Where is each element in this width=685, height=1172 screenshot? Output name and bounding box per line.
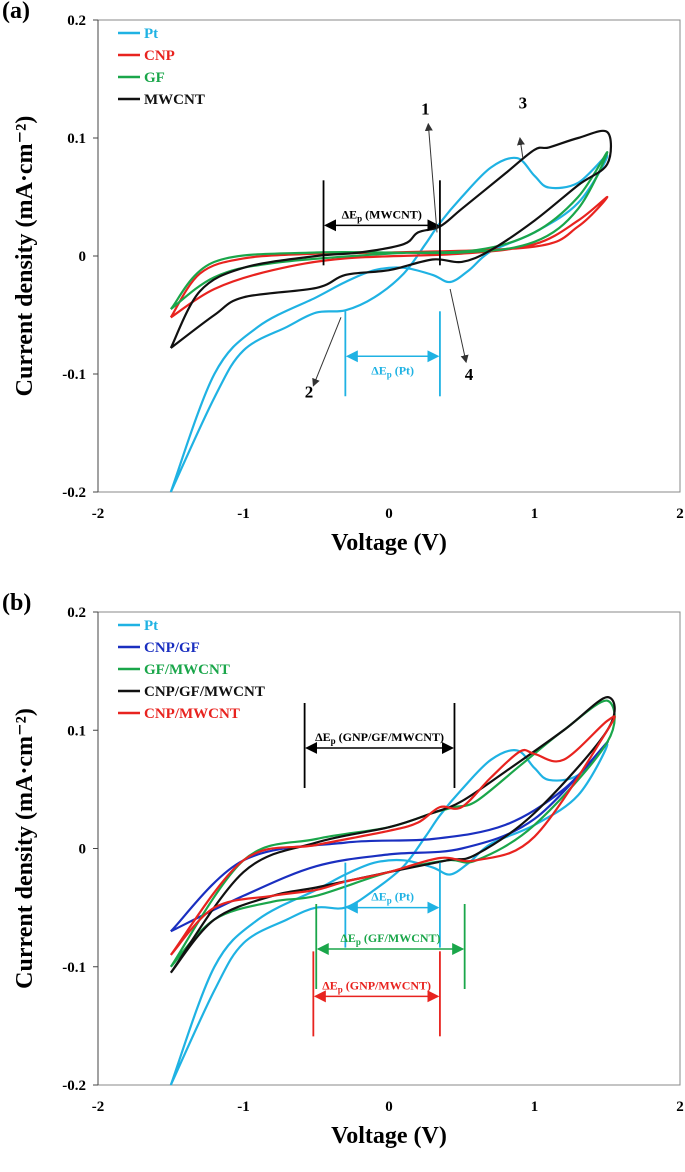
y-tick-label: 0.1	[67, 723, 86, 739]
x-tick-label: -1	[237, 506, 250, 522]
y-tick-label: 0	[79, 249, 87, 265]
x-tick-label: 2	[676, 1099, 684, 1115]
x-tick-label: 0	[385, 506, 393, 522]
delta-ep-label: ΔEp (GNP/GF/MWCNT)	[315, 730, 444, 746]
panel-b: (b) -0.2 -0.1 0 0.1 0.2 -2 -1 0 1 2 Voltage (V) Curr…	[2, 590, 684, 1149]
legend-label: Pt	[144, 618, 158, 634]
delta-ep-label: ΔEp (Pt)	[371, 890, 414, 906]
delta-ep-prefix: ΔE	[322, 978, 338, 992]
delta-ep-prefix: ΔE	[371, 363, 387, 377]
delta-ep-label: ΔEp (GNP/MWCNT)	[322, 978, 431, 994]
delta-ep-suffix: (Pt)	[392, 363, 414, 377]
delta-ep-prefix: ΔE	[340, 931, 356, 945]
panel-label: (b)	[2, 590, 31, 616]
x-tick-label: -1	[237, 1099, 250, 1115]
x-axis-title: Voltage (V)	[331, 530, 447, 556]
x-tick-label: 0	[385, 1099, 393, 1115]
series-line-cnp-mwcnt	[169, 715, 616, 956]
delta-ep-label: ΔEp (MWCNT)	[342, 207, 422, 223]
series-line-mwcnt	[169, 129, 613, 349]
series-line-cnp-gf-mwcnt	[169, 696, 616, 974]
peak-pointer-arrow	[424, 122, 438, 233]
y-tick-label: -0.1	[62, 960, 86, 976]
legend-label: CNP/GF	[144, 640, 200, 656]
delta-ep-subscript: p	[356, 937, 361, 947]
peak-pointer-arrow	[312, 317, 342, 387]
y-tick-label: -0.1	[62, 367, 86, 383]
delta-ep-prefix: ΔE	[315, 730, 331, 744]
delta-ep-subscript: p	[387, 896, 392, 906]
series-line-cnp	[169, 195, 609, 319]
legend-label: GF/MWCNT	[144, 662, 230, 678]
x-tick-label: -2	[92, 506, 105, 522]
y-tick-label: 0	[79, 842, 87, 858]
y-axis-title: Current density (mA·cm⁻²)	[12, 116, 38, 397]
delta-ep-suffix: (Pt)	[392, 890, 414, 904]
x-axis-title: Voltage (V)	[331, 1123, 447, 1149]
delta-ep-prefix: ΔE	[371, 890, 387, 904]
legend-label: CNP/GF/MWCNT	[144, 684, 265, 700]
y-tick-label: 0.1	[67, 131, 86, 147]
y-tick-label: 0.2	[67, 13, 86, 29]
delta-ep-subscript: p	[357, 213, 362, 223]
peak-number-label: 1	[421, 99, 430, 118]
peak-pointer-arrow	[449, 288, 469, 364]
y-tick-label: -0.2	[62, 1078, 86, 1094]
y-tick-label: -0.2	[62, 485, 86, 501]
legend-label: CNP	[144, 48, 175, 64]
delta-ep-prefix: ΔE	[342, 207, 358, 221]
x-tick-label: 1	[531, 1099, 539, 1115]
peak-number-label: 3	[519, 94, 528, 113]
y-axis-title: Current density (mA·cm⁻²)	[12, 708, 38, 989]
peak-pointer-arrow	[516, 137, 525, 159]
panel-label: (a)	[2, 0, 30, 24]
x-tick-label: 2	[676, 506, 684, 522]
series-line-gf	[169, 151, 609, 310]
plot-frame	[97, 611, 681, 1086]
peak-number-label: 2	[305, 383, 314, 402]
x-tick-label: -2	[92, 1099, 105, 1115]
delta-ep-label: ΔEp (GF/MWCNT)	[340, 931, 440, 947]
legend-label: GF	[144, 70, 165, 86]
delta-ep-suffix: (GF/MWCNT)	[361, 931, 441, 945]
delta-ep-subscript: p	[387, 369, 392, 379]
series-line-pt	[169, 154, 609, 493]
panel-a: (a) -0.2 -0.1 0 0.1 0.2 -2 -1 0 1 2 Voltage (V) Curr…	[2, 0, 684, 556]
legend-label: CNP/MWCNT	[144, 706, 240, 722]
delta-ep-suffix: (GNP/MWCNT)	[343, 978, 431, 992]
series-line-pt	[169, 743, 609, 1086]
delta-ep-suffix: (MWCNT)	[362, 207, 422, 221]
y-tick-label: 0.2	[67, 605, 86, 621]
legend-label: MWCNT	[144, 92, 205, 108]
x-tick-label: 1	[531, 506, 539, 522]
delta-ep-suffix: (GNP/GF/MWCNT)	[336, 730, 444, 744]
peak-number-label: 4	[465, 365, 474, 384]
legend-label: Pt	[144, 26, 158, 42]
delta-ep-label: ΔEp (Pt)	[371, 363, 414, 379]
delta-ep-subscript: p	[338, 984, 343, 994]
delta-ep-subscript: p	[331, 736, 336, 746]
